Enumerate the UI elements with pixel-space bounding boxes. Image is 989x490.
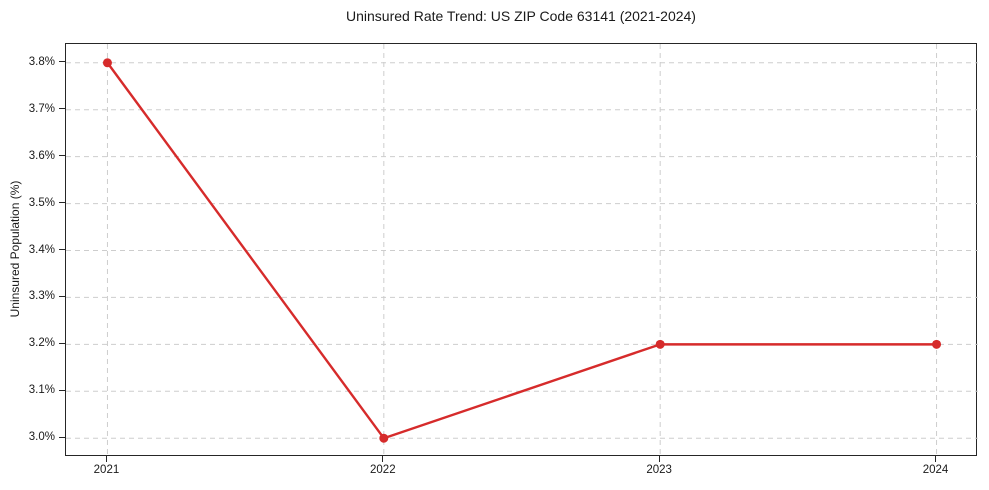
y-tick-label: 3.8%	[28, 55, 55, 68]
x-tick-label: 2024	[922, 464, 949, 476]
x-tick-mark	[105, 456, 108, 462]
y-tick-mark	[59, 342, 65, 344]
data-point-marker	[932, 339, 942, 349]
y-tick-label: 3.0%	[28, 431, 55, 444]
y-tick-label: 3.4%	[28, 243, 55, 256]
y-tick-label: 3.5%	[28, 196, 55, 209]
chart-title: Uninsured Rate Trend: US ZIP Code 63141 …	[346, 8, 696, 24]
y-tick-mark	[59, 389, 65, 391]
y-tick-label: 3.3%	[28, 290, 55, 303]
y-tick-label: 3.1%	[28, 384, 55, 397]
x-tick-label: 2021	[93, 464, 120, 476]
x-tick-mark	[658, 456, 660, 462]
data-point-marker	[102, 58, 112, 68]
y-tick-mark	[59, 61, 65, 63]
y-tick-mark	[59, 295, 65, 298]
data-point-marker	[655, 339, 665, 349]
x-tick-mark	[382, 456, 384, 462]
plot-area	[65, 43, 978, 457]
y-tick-mark	[59, 108, 65, 110]
trend-line	[106, 61, 938, 440]
y-tick-label: 3.6%	[28, 149, 55, 162]
y-tick-mark	[59, 436, 65, 438]
line-chart-canvas	[66, 44, 978, 457]
y-tick-label: 3.7%	[28, 102, 55, 115]
x-tick-label: 2022	[370, 464, 396, 476]
y-tick-mark	[59, 248, 65, 251]
x-tick-label: 2023	[646, 464, 672, 476]
x-tick-mark	[934, 456, 937, 462]
y-tick-label: 3.2%	[28, 337, 55, 350]
y-tick-mark	[59, 201, 65, 204]
y-tick-mark	[59, 154, 65, 157]
data-point-marker	[379, 433, 389, 443]
